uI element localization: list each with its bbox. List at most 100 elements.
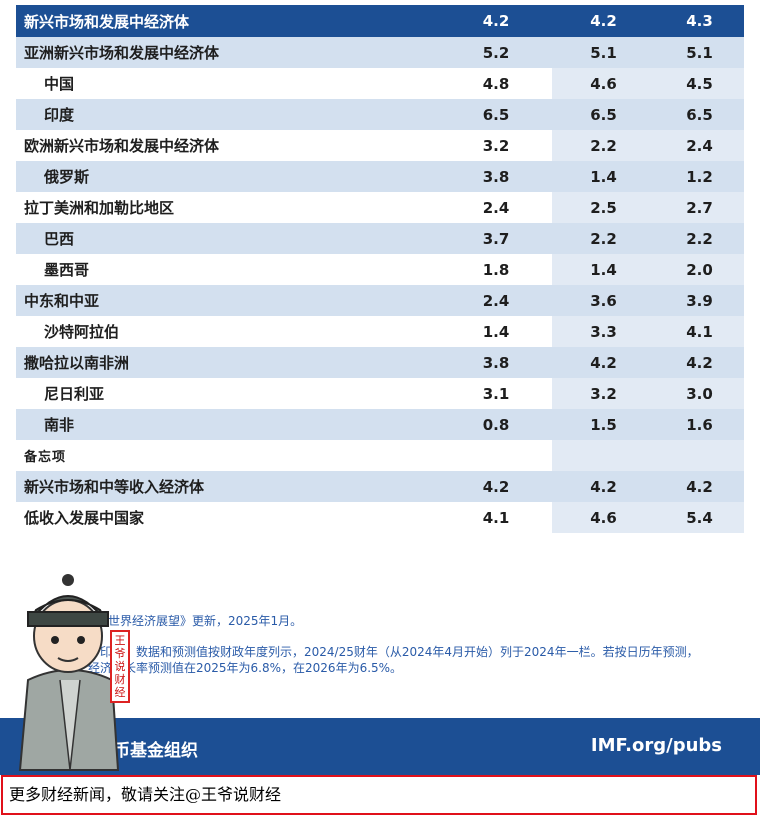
- table-row: 撒哈拉以南非洲 3.8 4.2 4.2: [16, 347, 744, 378]
- cell-value: 2.5: [590, 198, 617, 217]
- column-shade: [552, 316, 744, 347]
- row-label: 低收入发展中国家: [24, 509, 145, 527]
- cell-value: 2.4: [482, 291, 510, 310]
- cell-value: 5.4: [686, 508, 713, 527]
- table-row: 新兴市场和发展中经济体 4.2 4.2 4.3: [16, 5, 744, 37]
- table-row: 墨西哥 1.8 1.4 2.0: [16, 254, 744, 285]
- cell-value: 1.5: [590, 415, 617, 434]
- cell-value: 3.8: [482, 353, 510, 372]
- cell-value: 2.2: [590, 136, 617, 155]
- row-label: 中东和中亚: [24, 292, 100, 310]
- table-row: 中东和中亚 2.4 3.6 3.9: [16, 285, 744, 316]
- column-shade: [552, 68, 744, 99]
- row-label: 沙特阿拉伯: [44, 323, 120, 341]
- stamp: 王爷说财经: [110, 630, 130, 703]
- cell-value: 2.4: [482, 198, 510, 217]
- row-label: 欧洲新兴市场和发展中经济体: [24, 137, 220, 155]
- row-label: 撒哈拉以南非洲: [24, 354, 130, 372]
- table-row: 新兴市场和中等收入经济体 4.2 4.2 4.2: [16, 471, 744, 502]
- row-label: 印度: [44, 106, 75, 124]
- column-shade: [552, 502, 744, 533]
- cell-value: 4.1: [686, 322, 713, 341]
- cell-value: 4.2: [482, 12, 510, 30]
- row-label: 中国: [44, 75, 75, 93]
- table-row: 欧洲新兴市场和发展中经济体 3.2 2.2 2.4: [16, 130, 744, 161]
- row-label: 拉丁美洲和加勒比地区: [24, 199, 175, 217]
- cell-value: 1.6: [686, 415, 713, 434]
- cell-value: 4.2: [482, 477, 510, 496]
- cell-value: 4.2: [590, 477, 617, 496]
- footer-org: 货币基金组织: [96, 741, 198, 761]
- column-shade: [552, 130, 744, 161]
- table-row: 低收入发展中国家 4.1 4.6 5.4: [16, 502, 744, 533]
- table-row: 亚洲新兴市场和发展中经济体 5.2 5.1 5.1: [16, 37, 744, 68]
- cell-value: 6.5: [686, 105, 713, 124]
- table-row: 拉丁美洲和加勒比地区 2.4 2.5 2.7: [16, 192, 744, 223]
- table-row: 俄罗斯 3.8 1.4 1.2: [16, 161, 744, 192]
- cell-value: 3.2: [590, 384, 617, 403]
- cell-value: 1.4: [590, 167, 617, 186]
- cell-value: 4.2: [686, 353, 713, 372]
- cell-value: 4.2: [590, 353, 617, 372]
- cell-value: 1.8: [482, 260, 510, 279]
- cell-value: 4.6: [590, 74, 617, 93]
- table-row: 备忘项: [16, 440, 744, 471]
- row-label: 亚洲新兴市场和发展中经济体: [24, 44, 220, 62]
- cell-value: 1.4: [482, 322, 510, 341]
- cell-value: 6.5: [482, 105, 510, 124]
- cell-value: 3.2: [482, 136, 510, 155]
- cell-value: 4.8: [482, 74, 510, 93]
- banner: 更多财经新闻，敬请关注@王爷说财经: [1, 775, 757, 815]
- column-shade: [552, 254, 744, 285]
- cell-value: 3.0: [686, 384, 713, 403]
- note: 于印度，数据和预测值按财政年度列示，2024/25财年（从2024年4月开始）列…: [88, 645, 699, 659]
- cell-value: 4.1: [482, 508, 510, 527]
- row-label: 备忘项: [24, 450, 67, 465]
- table-row: 沙特阿拉伯 1.4 3.3 4.1: [16, 316, 744, 347]
- cell-value: 4.2: [590, 12, 617, 30]
- cell-value: 3.8: [482, 167, 510, 186]
- cell-value: 3.6: [590, 291, 617, 310]
- table-row: 巴西 3.7 2.2 2.2: [16, 223, 744, 254]
- cell-value: 5.2: [482, 43, 510, 62]
- cell-value: 5.1: [686, 43, 713, 62]
- cell-value: 2.0: [686, 260, 713, 279]
- table-row: 尼日利亚 3.1 3.2 3.0: [16, 378, 744, 409]
- table-row: 中国 4.8 4.6 4.5: [16, 68, 744, 99]
- row-label: 墨西哥: [44, 261, 90, 279]
- cell-value: 6.5: [590, 105, 617, 124]
- table-row: 南非 0.8 1.5 1.6: [16, 409, 744, 440]
- row-label: 新兴市场和发展中经济体: [24, 12, 190, 31]
- cell-value: 3.1: [482, 384, 510, 403]
- cell-value: 2.2: [590, 229, 617, 248]
- row-label: 尼日利亚: [44, 385, 105, 403]
- growth-table: 新兴市场和发展中经济体 4.2 4.2 4.3 亚洲新兴市场和发展中经济体 5.2 5.1 5…: [16, 5, 744, 533]
- table-row: 印度 6.5 6.5 6.5: [16, 99, 744, 130]
- note: 《世界经济展望》更新，2025年1月。: [96, 614, 303, 628]
- column-shade: [552, 440, 744, 471]
- cell-value: 2.7: [686, 198, 713, 217]
- footer-bar: 货币基金组织 IMF.org/pubs: [0, 718, 760, 775]
- cell-value: 3.9: [686, 291, 713, 310]
- cell-value: 2.4: [686, 136, 713, 155]
- cell-value: 0.8: [482, 415, 510, 434]
- cell-value: 3.3: [590, 322, 617, 341]
- cell-value: 4.2: [686, 477, 713, 496]
- row-label: 新兴市场和中等收入经济体: [24, 478, 205, 496]
- note: 经济增长率预测值在2025年为6.8%，在2026年为6.5%。: [88, 661, 403, 675]
- cell-value: 3.7: [482, 229, 510, 248]
- row-label: 俄罗斯: [44, 168, 90, 186]
- cell-value: 2.2: [686, 229, 713, 248]
- row-label: 巴西: [44, 230, 75, 248]
- column-shade: [552, 378, 744, 409]
- cartoon-figure: [18, 574, 120, 771]
- cell-value: 1.2: [686, 167, 713, 186]
- footer-link[interactable]: IMF.org/pubs: [590, 735, 722, 756]
- column-shade: [552, 192, 744, 223]
- cell-value: 4.5: [686, 74, 713, 93]
- cell-value: 4.3: [686, 12, 713, 30]
- row-label: 南非: [44, 416, 75, 434]
- cell-value: 1.4: [590, 260, 617, 279]
- cell-value: 5.1: [590, 43, 617, 62]
